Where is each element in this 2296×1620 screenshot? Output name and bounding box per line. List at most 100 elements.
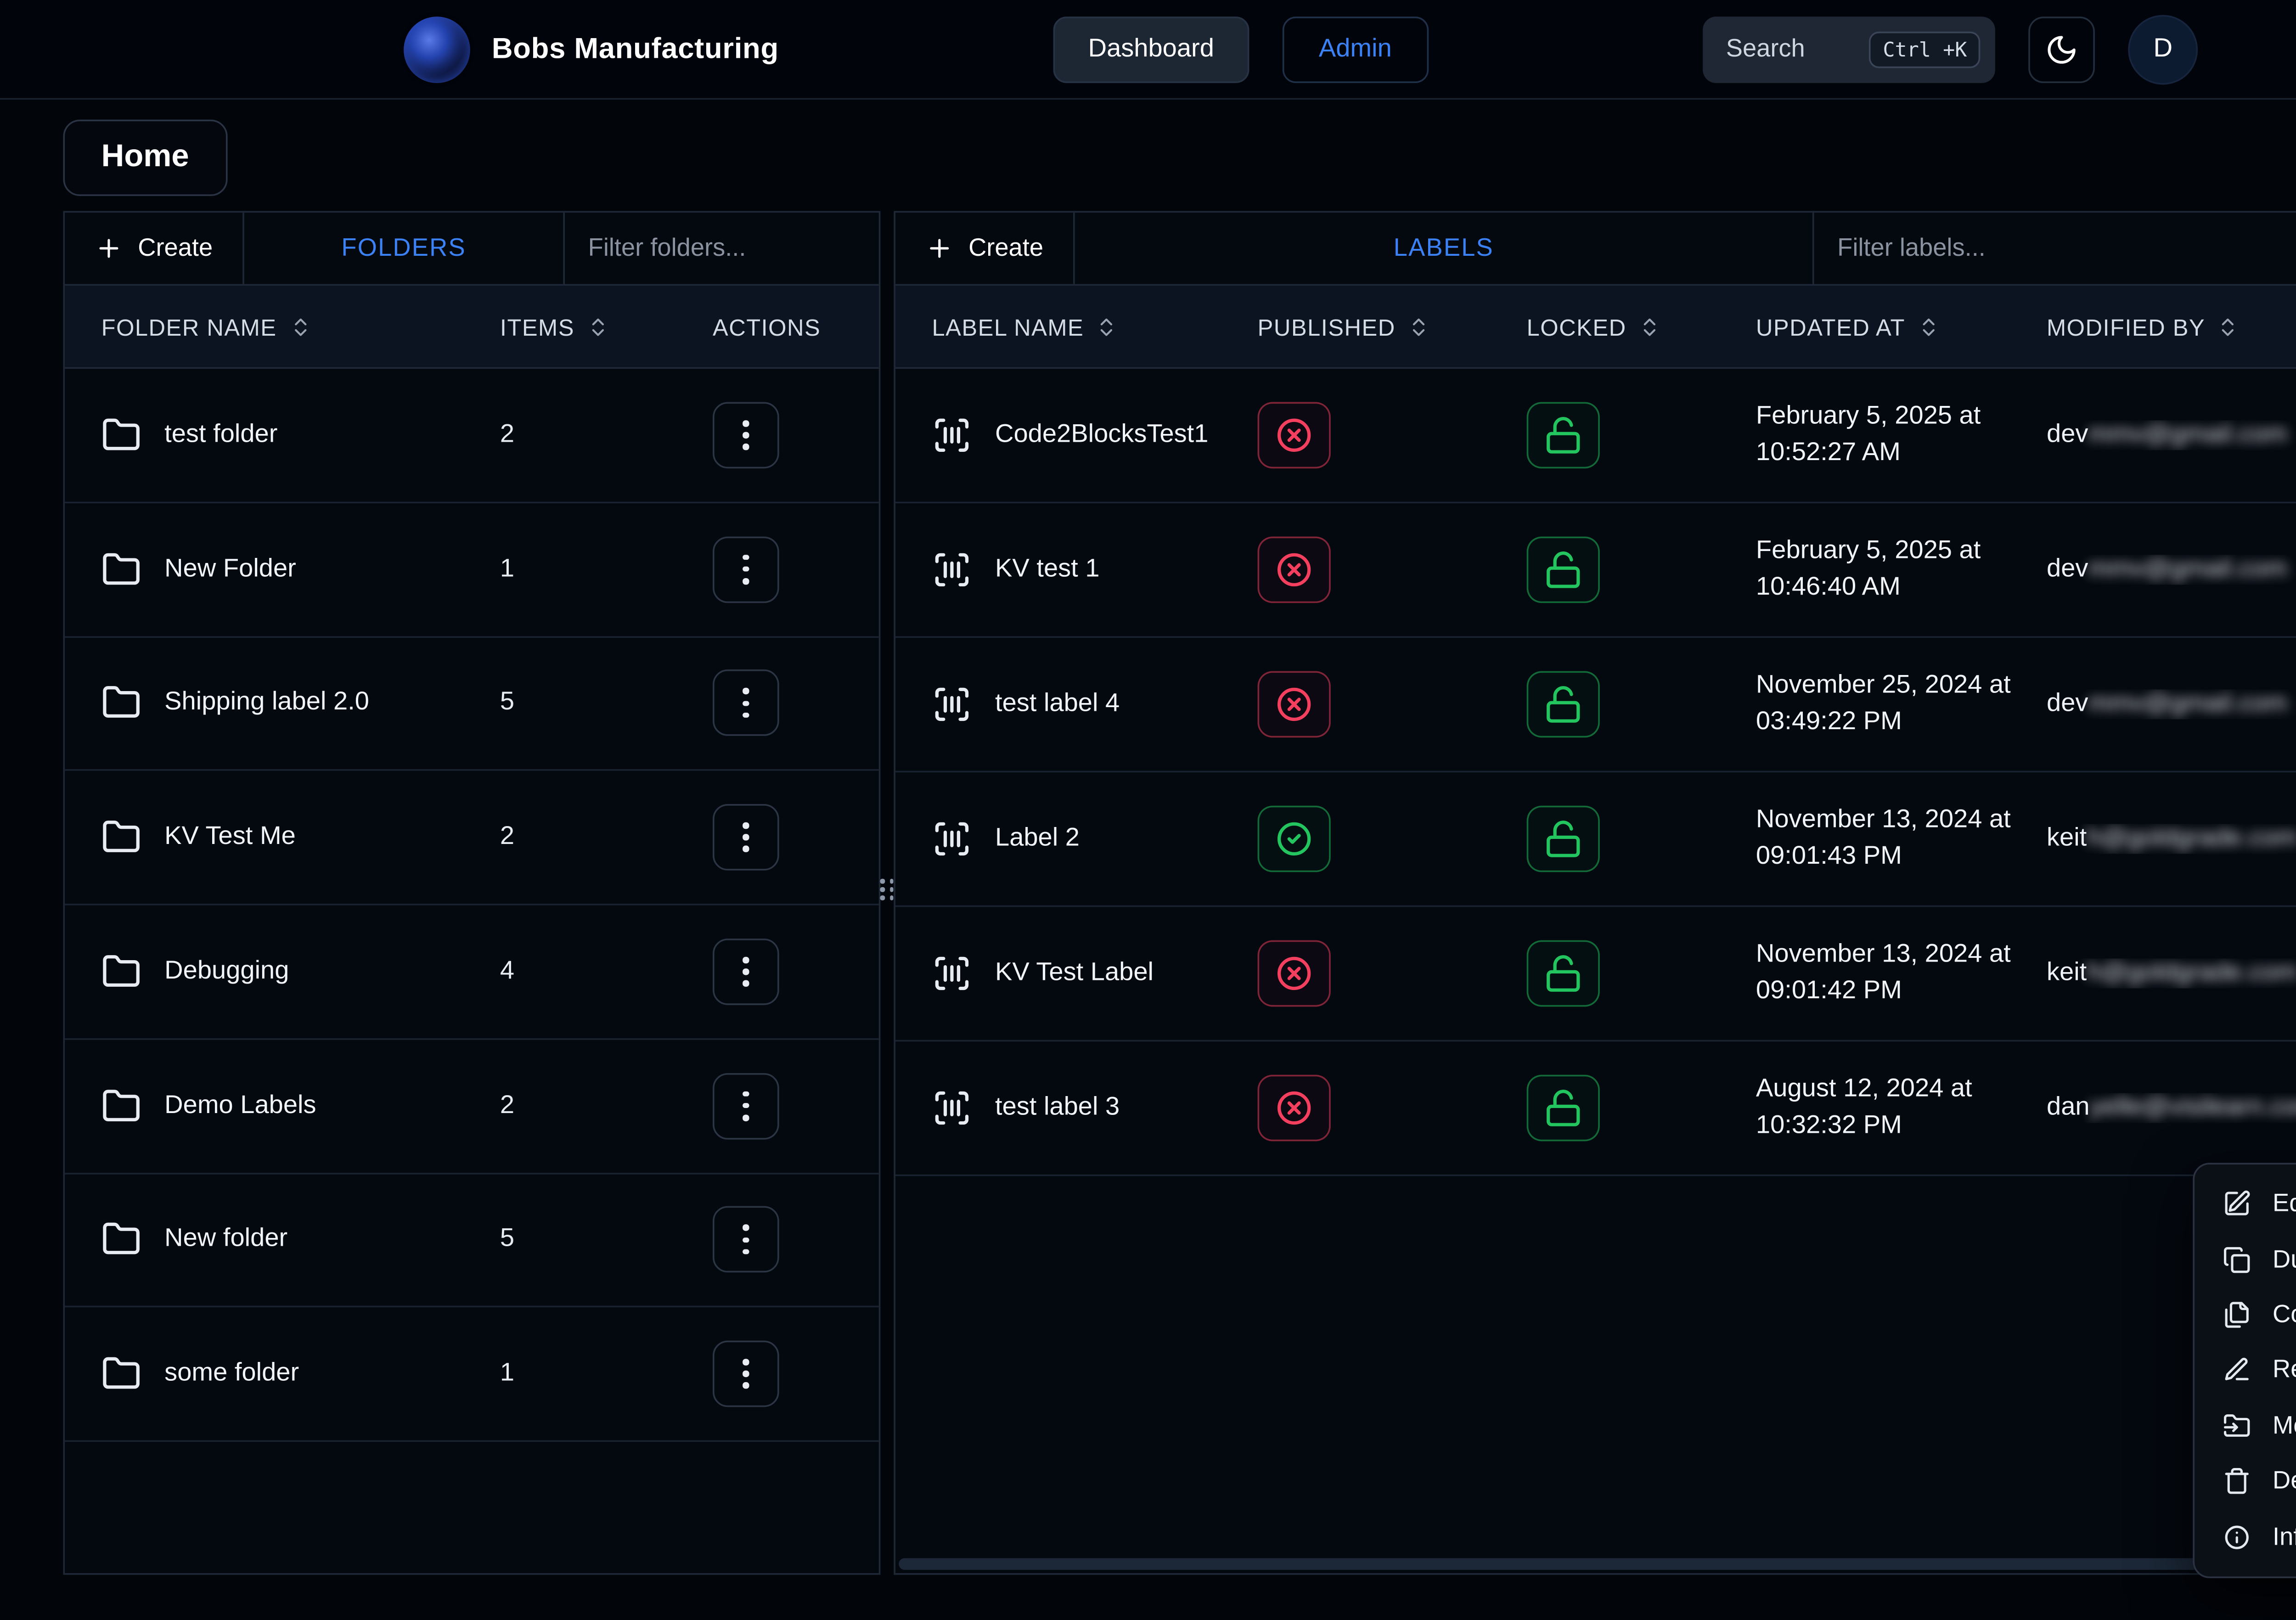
folder-icon	[101, 1086, 141, 1126]
folder-row[interactable]: test folder 2	[65, 369, 879, 503]
folder-row[interactable]: Demo Labels 2	[65, 1040, 879, 1174]
breadcrumb-row: Home	[0, 100, 2296, 211]
label-icon	[932, 550, 972, 590]
folder-row[interactable]: New folder 5	[65, 1174, 879, 1308]
x-circle-icon	[1274, 1088, 1314, 1128]
folder-actions-button[interactable]	[712, 1206, 779, 1273]
folder-actions-button[interactable]	[712, 1072, 779, 1139]
x-circle-icon	[1274, 954, 1314, 994]
label-row[interactable]: KV Test Label November 13, 2024 at 09:01…	[895, 907, 2296, 1042]
label-icon	[932, 819, 972, 859]
trash-icon	[2223, 1467, 2251, 1496]
x-circle-icon	[1274, 550, 1314, 590]
folder-row[interactable]: Shipping label 2.0 5	[65, 637, 879, 771]
modified-by: keith@goldgrade.com	[2047, 824, 2296, 854]
x-circle-icon	[1274, 415, 1314, 455]
create-folder-label: Create	[138, 234, 213, 263]
folders-tab[interactable]: FOLDERS	[341, 234, 466, 263]
search-button[interactable]: Search Ctrl +K	[1703, 16, 1995, 83]
filter-folders-input[interactable]	[563, 213, 879, 284]
create-label-label: Create	[968, 234, 1044, 263]
create-folder-button[interactable]: Create	[65, 213, 244, 284]
menu-item-duplicate[interactable]: Duplicate	[2206, 1232, 2296, 1287]
folder-actions-button[interactable]	[712, 938, 779, 1005]
lock-open-icon	[1543, 415, 1583, 455]
folder-icon	[101, 549, 141, 589]
folder-row[interactable]: Debugging 4	[65, 906, 879, 1040]
folder-icon	[101, 951, 141, 991]
labels-tab[interactable]: LABELS	[1393, 234, 1494, 263]
folder-actions-button[interactable]	[712, 402, 779, 468]
modified-by: devmmv@gmail.com	[2047, 420, 2288, 449]
menu-item-move[interactable]: Move	[2206, 1398, 2296, 1454]
unlocked-status-icon[interactable]	[1526, 536, 1600, 603]
panels: Create FOLDERS FOLDER NAME ITEMS ACTIONS	[63, 211, 2296, 1575]
admin-button[interactable]: Admin	[1282, 16, 1429, 83]
dashboard-button[interactable]: Dashboard	[1053, 16, 1249, 83]
column-header-label-name[interactable]: LABEL NAME	[895, 313, 1258, 340]
sort-icon	[288, 315, 312, 338]
menu-item-edit[interactable]: Edit	[2206, 1176, 2296, 1232]
published-status-icon[interactable]	[1257, 671, 1331, 738]
unlocked-status-icon[interactable]	[1526, 1074, 1600, 1142]
published-status-icon[interactable]	[1257, 805, 1331, 872]
brand-name: Bobs Manufacturing	[491, 31, 779, 65]
folder-actions-button[interactable]	[712, 670, 779, 737]
menu-item-info[interactable]: Info	[2206, 1509, 2296, 1564]
folder-row[interactable]: some folder 1	[65, 1308, 879, 1442]
unlocked-status-icon[interactable]	[1526, 805, 1600, 872]
blurred-email: mmv@gmail.com	[2088, 555, 2288, 583]
nav-buttons: Dashboard Admin	[1053, 16, 1429, 83]
label-icon	[932, 415, 972, 455]
avatar[interactable]: D	[2128, 14, 2198, 84]
nav-right: Search Ctrl +K D	[1703, 14, 2198, 84]
unlocked-status-icon[interactable]	[1526, 671, 1600, 738]
folder-row[interactable]: New Folder 1	[65, 503, 879, 637]
label-name: Code2BlocksTest1	[995, 420, 1209, 449]
menu-item-rename[interactable]: Rename	[2206, 1343, 2296, 1398]
scrollbar-thumb[interactable]	[899, 1558, 2296, 1570]
column-header-modified-by[interactable]: MODIFIED BY	[2047, 313, 2296, 340]
modified-by: keith@goldgrade.com	[2047, 958, 2296, 988]
updated-at: November 13, 2024 at 09:01:43 PM	[1756, 804, 2011, 871]
column-header-folder-name[interactable]: FOLDER NAME	[65, 313, 500, 340]
rename-icon	[2223, 1356, 2251, 1384]
label-row[interactable]: KV test 1 February 5, 2025 at 10:46:40 A…	[895, 503, 2296, 638]
column-header-updated-at[interactable]: UPDATED AT	[1756, 313, 2047, 340]
label-row[interactable]: test label 3 August 12, 2024 at 10:32:32…	[895, 1041, 2296, 1176]
folder-actions-button[interactable]	[712, 1340, 779, 1407]
search-shortcut: Ctrl +K	[1869, 30, 1981, 68]
panel-resize-handle[interactable]	[880, 211, 894, 1575]
check-circle-icon	[1274, 819, 1314, 859]
label-icon	[932, 954, 972, 994]
theme-toggle-button[interactable]	[2028, 16, 2095, 83]
published-status-icon[interactable]	[1257, 536, 1331, 603]
published-status-icon[interactable]	[1257, 402, 1331, 469]
menu-item-copy[interactable]: Copy	[2206, 1287, 2296, 1343]
create-label-button[interactable]: Create	[895, 213, 1075, 284]
label-row[interactable]: test label 4 November 25, 2024 at 03:49:…	[895, 638, 2296, 773]
unlocked-status-icon[interactable]	[1526, 402, 1600, 469]
lock-open-icon	[1543, 819, 1583, 859]
top-navbar: Bobs Manufacturing Dashboard Admin Searc…	[0, 0, 2296, 100]
column-header-items[interactable]: ITEMS	[500, 313, 713, 340]
folder-row[interactable]: KV Test Me 2	[65, 771, 879, 906]
folder-name: Demo Labels	[164, 1091, 316, 1119]
label-row[interactable]: Code2BlocksTest1 February 5, 2025 at 10:…	[895, 369, 2296, 504]
unlocked-status-icon[interactable]	[1526, 940, 1600, 1007]
plus-icon	[925, 234, 954, 263]
published-status-icon[interactable]	[1257, 940, 1331, 1007]
menu-item-delete[interactable]: Delete	[2206, 1453, 2296, 1509]
folder-items-count: 2	[500, 1091, 515, 1119]
folder-actions-button[interactable]	[712, 804, 779, 871]
column-header-published[interactable]: PUBLISHED	[1258, 313, 1527, 340]
filter-labels-input[interactable]	[1812, 213, 2296, 284]
lock-open-icon	[1543, 684, 1583, 724]
horizontal-scrollbar[interactable]	[899, 1558, 2296, 1570]
brand-logo	[404, 16, 470, 83]
published-status-icon[interactable]	[1257, 1074, 1331, 1142]
folder-actions-button[interactable]	[712, 536, 779, 602]
home-tab[interactable]: Home	[63, 119, 227, 196]
label-row[interactable]: Label 2 November 13, 2024 at 09:01:43 PM…	[895, 772, 2296, 907]
column-header-locked[interactable]: LOCKED	[1527, 313, 1756, 340]
